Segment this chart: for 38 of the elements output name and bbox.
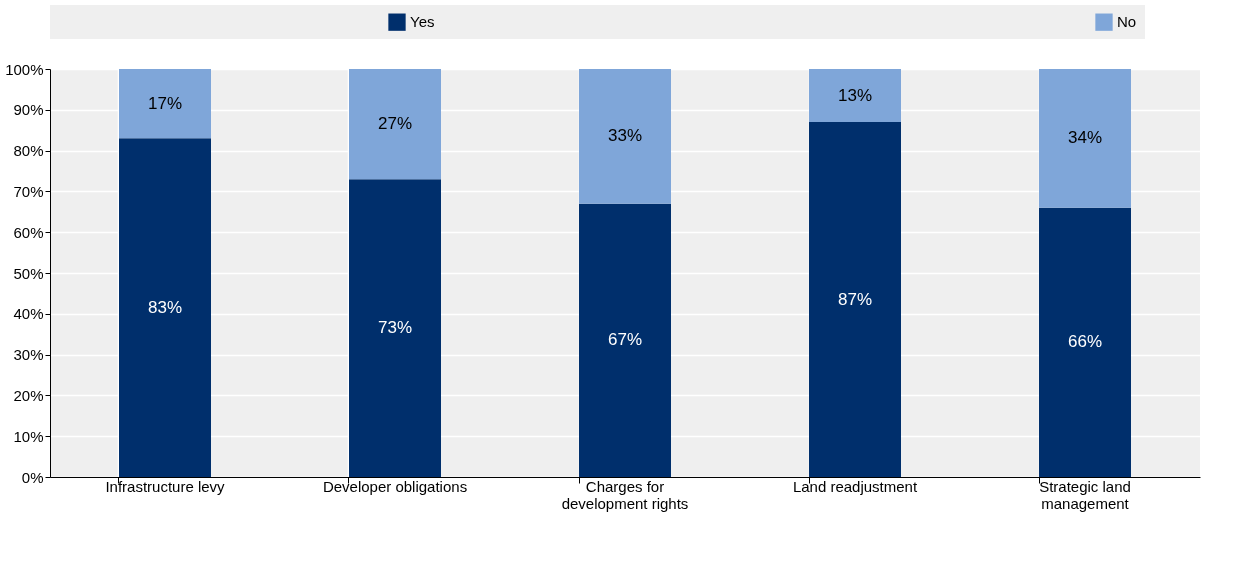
bar	[349, 69, 441, 180]
bar	[119, 69, 211, 139]
y-tick-label: 90%	[13, 101, 44, 119]
y-tick-label: 0%	[21, 468, 44, 486]
y-tick-label: 20%	[13, 386, 44, 404]
x-tick-label: Infrastructure levy	[105, 477, 226, 495]
bar	[119, 138, 211, 477]
y-tick-label: 40%	[13, 305, 44, 323]
bar	[1039, 207, 1131, 477]
data-label: 27%	[377, 114, 413, 134]
data-label: 83%	[147, 297, 183, 317]
bar	[809, 69, 901, 123]
y-tick-label: 80%	[13, 142, 44, 160]
x-tick-label: Charges for development rights	[561, 477, 689, 512]
data-label: 66%	[1067, 332, 1103, 352]
y-tick-label: 100%	[5, 60, 44, 78]
data-label: 17%	[147, 93, 183, 113]
legend-label: No	[1117, 13, 1137, 31]
data-label: 87%	[837, 289, 873, 309]
bar	[809, 122, 901, 477]
y-tick-label: 50%	[13, 264, 44, 282]
data-label: 13%	[837, 85, 873, 105]
bar	[1039, 69, 1131, 208]
y-tick-label: 60%	[13, 223, 44, 241]
y-tick-label: 10%	[13, 427, 44, 445]
data-label: 73%	[377, 318, 413, 338]
bar	[579, 69, 671, 204]
x-tick-label: Strategic land management	[1039, 477, 1131, 512]
data-label: 34%	[1067, 128, 1103, 148]
legend-label: Yes	[410, 13, 435, 31]
y-tick-label: 30%	[13, 346, 44, 364]
bar	[579, 203, 671, 477]
bar	[349, 179, 441, 477]
x-tick-label: Land readjustment	[792, 477, 918, 495]
data-label: 33%	[607, 126, 643, 146]
x-tick-label: Developer obligations	[322, 477, 468, 495]
y-tick-label: 70%	[13, 182, 44, 200]
data-label: 67%	[607, 330, 643, 350]
